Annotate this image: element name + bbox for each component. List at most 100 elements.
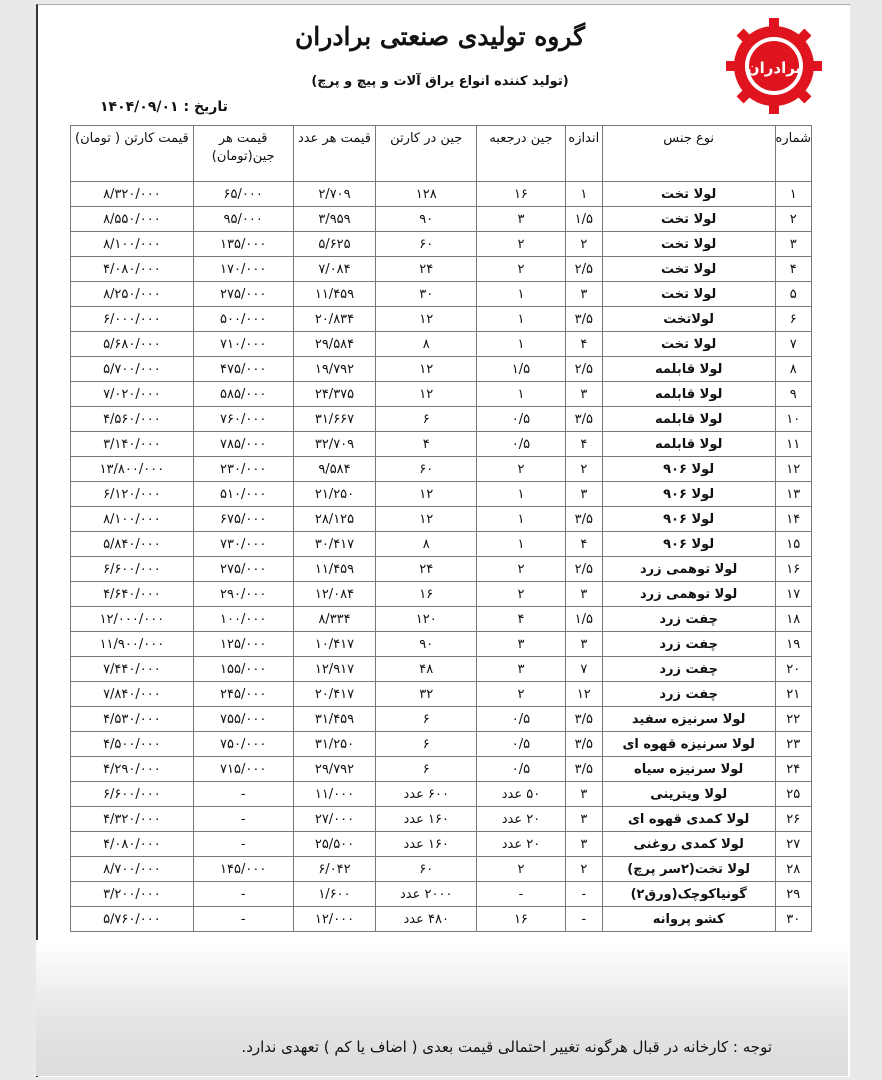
cell-size: ۲/۵	[564, 256, 603, 282]
cell-dozen-per-carton: ۹۰	[375, 206, 478, 232]
cell-row-number: ۱۱	[774, 431, 813, 457]
cell-dozen-price: ۱۳۵/۰۰۰	[192, 231, 294, 257]
cell-dozen-price: ۹۵/۰۰۰	[192, 206, 294, 232]
cell-dozen-per-box: ۰/۵	[476, 706, 566, 732]
cell-unit-price: ۵/۶۲۵	[292, 231, 377, 257]
cell-dozen-price: ۲۷۵/۰۰۰	[192, 281, 294, 307]
table-row: ۱۳ لولا ۹۰۶ ۳ ۱ ۱۲ ۲۱/۲۵۰ ۵۱۰/۰۰۰ ۶/۱۲۰/۰۰۰	[70, 481, 813, 507]
cell-row-number: ۱۸	[774, 606, 813, 632]
cell-dozen-price: ۵۱۰/۰۰۰	[192, 481, 294, 507]
cell-dozen-per-box: ۱۶	[476, 906, 566, 932]
cell-size: ۲/۵	[564, 356, 603, 382]
cell-product-type: گونیاکوچک(ورق۲)	[601, 881, 776, 907]
cell-row-number: ۲۰	[774, 656, 813, 682]
cell-dozen-per-carton: ۲۴	[375, 256, 478, 282]
cell-size: ۱	[564, 181, 603, 207]
table-row: ۱۰ لولا قابلمه ۳/۵ ۰/۵ ۶ ۳۱/۶۶۷ ۷۶۰/۰۰۰ ۴/۵۶۰/۰…	[70, 406, 813, 432]
table-row: ۲۲ لولا سرنیزه سفید ۳/۵ ۰/۵ ۶ ۳۱/۴۵۹ ۷۵۵/۰۰۰ ۴/…	[70, 706, 813, 732]
table-row: ۴ لولا تخت ۲/۵ ۲ ۲۴ ۷/۰۸۴ ۱۷۰/۰۰۰ ۴/۰۸۰/۰۰۰	[70, 256, 813, 282]
cell-dozen-per-carton: ۹۰	[375, 631, 478, 657]
cell-row-number: ۳	[774, 231, 813, 257]
table-row: ۶ لولاتخت ۳/۵ ۱ ۱۲ ۲۰/۸۳۴ ۵۰۰/۰۰۰ ۶/۰۰۰/۰۰۰	[70, 306, 813, 332]
cell-dozen-per-box: ۴	[476, 606, 566, 632]
cell-size: ۱/۵	[564, 206, 603, 232]
cell-unit-price: ۸/۳۳۴	[292, 606, 377, 632]
cell-dozen-per-carton: ۱۲	[375, 306, 478, 332]
cell-row-number: ۱۲	[774, 456, 813, 482]
cell-unit-price: ۲۴/۳۷۵	[292, 381, 377, 407]
cell-unit-price: ۲۹/۵۸۴	[292, 331, 377, 357]
cell-size: -	[564, 881, 603, 907]
cell-size: ۱۲	[564, 681, 603, 707]
cell-row-number: ۲۴	[774, 756, 813, 782]
cell-dozen-price: ۷۵۰/۰۰۰	[192, 731, 294, 757]
cell-carton-price: ۴/۵۰۰/۰۰۰	[70, 731, 194, 757]
cell-dozen-per-box: ۲	[476, 856, 566, 882]
cell-dozen-per-box: ۱	[476, 531, 566, 557]
cell-dozen-price: ۶۷۵/۰۰۰	[192, 506, 294, 532]
cell-dozen-per-box: ۱	[476, 281, 566, 307]
cell-size: ۴	[564, 331, 603, 357]
cell-dozen-per-carton: ۱۶۰ عدد	[375, 831, 478, 857]
footer-note: توجه : کارخانه در قبال هرگونه تغییر احتم…	[241, 1038, 772, 1056]
column-header-row-number: شماره	[774, 125, 813, 182]
cell-dozen-per-carton: ۳۲	[375, 681, 478, 707]
cell-size: ۳	[564, 831, 603, 857]
cell-size: ۳	[564, 381, 603, 407]
cell-dozen-price: ۲۴۵/۰۰۰	[192, 681, 294, 707]
cell-dozen-per-box: ۳	[476, 206, 566, 232]
cell-dozen-per-carton: ۶	[375, 756, 478, 782]
cell-product-type: لولاتخت	[601, 306, 776, 332]
cell-size: ۳/۵	[564, 731, 603, 757]
column-header-dozen-price: قیمت هر جین(تومان)	[192, 125, 294, 182]
cell-size: ۲	[564, 231, 603, 257]
cell-dozen-per-box: ۱۶	[476, 181, 566, 207]
cell-product-type: چفت زرد	[601, 656, 776, 682]
cell-carton-price: ۶/۶۰۰/۰۰۰	[70, 556, 194, 582]
cell-dozen-per-carton: ۴۸	[375, 656, 478, 682]
cell-carton-price: ۸/۷۰۰/۰۰۰	[70, 856, 194, 882]
cell-row-number: ۲۹	[774, 881, 813, 907]
cell-carton-price: ۴/۶۴۰/۰۰۰	[70, 581, 194, 607]
cell-size: ۳	[564, 781, 603, 807]
column-header-product-type: نوع جنس	[601, 125, 776, 182]
cell-unit-price: ۲۰/۴۱۷	[292, 681, 377, 707]
cell-product-type: لولا سرنیزه قهوه ای	[601, 731, 776, 757]
cell-unit-price: ۳۱/۲۵۰	[292, 731, 377, 757]
cell-size: ۱/۵	[564, 606, 603, 632]
cell-dozen-per-box: ۲	[476, 581, 566, 607]
cell-row-number: ۱۶	[774, 556, 813, 582]
cell-dozen-price: ۱۵۵/۰۰۰	[192, 656, 294, 682]
company-subtitle: (تولید کننده انواع یراق آلات و پیچ و پرچ…	[311, 74, 569, 89]
cell-dozen-per-carton: ۶۰	[375, 856, 478, 882]
cell-dozen-per-box: ۱/۵	[476, 356, 566, 382]
cell-dozen-price: ۱۷۰/۰۰۰	[192, 256, 294, 282]
cell-dozen-per-carton: ۱۶	[375, 581, 478, 607]
svg-text:برادران: برادران	[747, 59, 801, 77]
cell-row-number: ۳۰	[774, 906, 813, 932]
table-row: ۲۴ لولا سرنیزه سیاه ۳/۵ ۰/۵ ۶ ۲۹/۷۹۲ ۷۱۵/۰۰۰ ۴/…	[70, 756, 813, 782]
table-row: ۱۹ چفت زرد ۳ ۳ ۹۰ ۱۰/۴۱۷ ۱۲۵/۰۰۰ ۱۱/۹۰۰/۰۰۰	[70, 631, 813, 657]
table-row: ۲ لولا تخت ۱/۵ ۳ ۹۰ ۳/۹۵۹ ۹۵/۰۰۰ ۸/۵۵۰/۰۰۰	[70, 206, 813, 232]
cell-carton-price: ۳/۲۰۰/۰۰۰	[70, 881, 194, 907]
cell-product-type: لولا سرنیزه سفید	[601, 706, 776, 732]
table-row: ۱ لولا تخت ۱ ۱۶ ۱۲۸ ۲/۷۰۹ ۶۵/۰۰۰ ۸/۳۲۰/۰۰۰	[70, 181, 813, 207]
cell-product-type: لولا کمدی قهوه ای	[601, 806, 776, 832]
table-row: ۲۳ لولا سرنیزه قهوه ای ۳/۵ ۰/۵ ۶ ۳۱/۲۵۰ ۷۵۰/۰۰…	[70, 731, 813, 757]
cell-dozen-price: ۶۵/۰۰۰	[192, 181, 294, 207]
cell-row-number: ۲۸	[774, 856, 813, 882]
cell-row-number: ۲	[774, 206, 813, 232]
cell-product-type: چفت زرد	[601, 681, 776, 707]
column-header-size: اندازه	[564, 125, 603, 182]
cell-row-number: ۴	[774, 256, 813, 282]
cell-dozen-price: -	[192, 906, 294, 932]
cell-row-number: ۱۴	[774, 506, 813, 532]
cell-carton-price: ۷/۰۲۰/۰۰۰	[70, 381, 194, 407]
cell-size: ۳	[564, 481, 603, 507]
cell-dozen-per-box: ۱	[476, 306, 566, 332]
cell-unit-price: ۱۱/۴۵۹	[292, 281, 377, 307]
cell-carton-price: ۸/۳۲۰/۰۰۰	[70, 181, 194, 207]
date-label: تاریخ : ۱۴۰۴/۰۹/۰۱	[100, 99, 228, 115]
cell-size: ۲/۵	[564, 556, 603, 582]
cell-size: ۳/۵	[564, 756, 603, 782]
